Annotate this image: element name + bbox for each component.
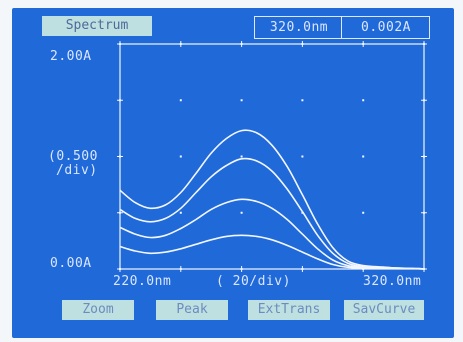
peak-softkey[interactable]: Peak [156, 300, 228, 320]
ext-trans-softkey[interactable]: ExtTrans [248, 300, 330, 320]
spectrum-trace-3 [119, 198, 425, 270]
y-axis-top-label: 2.00A [50, 49, 92, 64]
grid-dot [301, 99, 304, 102]
sav-curve-softkey[interactable]: SavCurve [344, 300, 424, 320]
cursor-readout: 320.0nm 0.002A [254, 16, 430, 39]
readout-wavelength: 320.0nm [269, 20, 329, 35]
spectrum-trace-4 [119, 234, 425, 270]
grid-dot [362, 99, 365, 102]
grid-dot [179, 155, 182, 158]
y-axis-scale-label-line2: /div) [56, 163, 98, 178]
plot-grid [117, 41, 427, 272]
spectrum-traces [119, 129, 425, 270]
grid-dot [179, 99, 182, 102]
x-axis-right-label: 320.0nm [363, 274, 422, 289]
screen-title: Spectrum [42, 16, 152, 36]
readout-absorbance: 0.002A [361, 20, 411, 35]
zoom-softkey[interactable]: Zoom [62, 300, 134, 320]
spectrum-trace-1 [119, 129, 425, 270]
readout-divider [341, 17, 342, 38]
x-axis-scale-label: ( 20/div) [216, 274, 291, 289]
grid-dot [240, 99, 243, 102]
y-axis-bottom-label: 0.00A [50, 256, 92, 271]
grid-dot [179, 211, 182, 214]
grid-dot [362, 211, 365, 214]
grid-dot [362, 155, 365, 158]
grid-dot [240, 155, 243, 158]
y-axis-scale-label-line1: (0.500 [48, 149, 98, 164]
grid-dot [240, 211, 243, 214]
x-axis-left-label: 220.0nm [113, 274, 172, 289]
grid-dot [301, 155, 304, 158]
instrument-screen [12, 8, 454, 338]
